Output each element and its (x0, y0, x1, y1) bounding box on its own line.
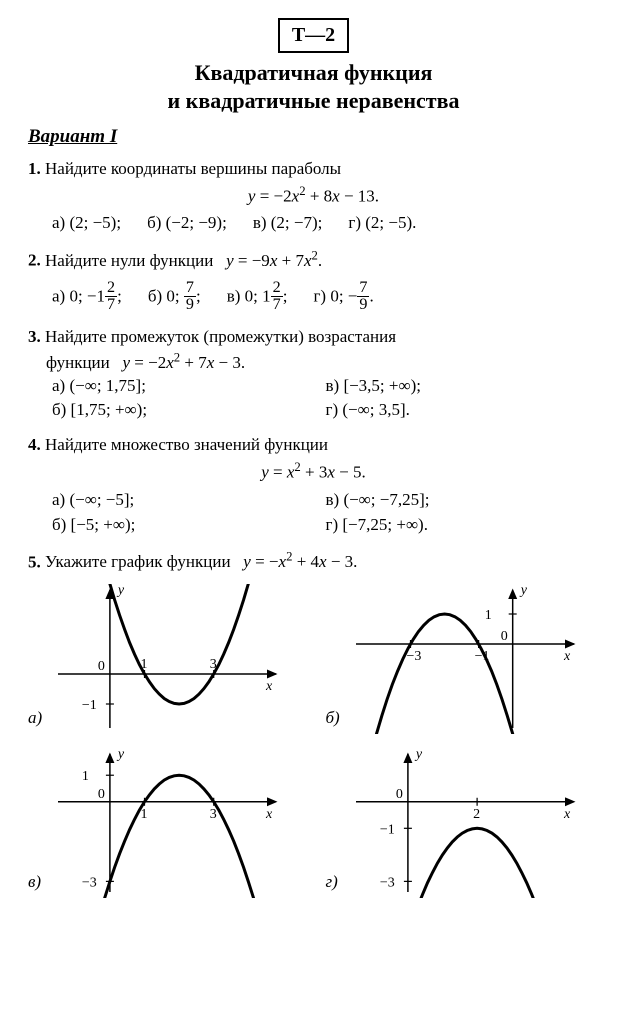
svg-text:−1: −1 (379, 823, 394, 838)
problem-number: 2. (28, 251, 41, 270)
choices: а) (−∞; −5]; в) (−∞; −7,25]; б) [−5; +∞)… (52, 489, 599, 537)
svg-text:2: 2 (473, 807, 480, 822)
graph-label-g: г) (326, 871, 344, 898)
graph-label-a: а) (28, 707, 46, 734)
test-label-box: Т—2 (28, 18, 599, 53)
svg-text:−3: −3 (406, 649, 421, 664)
choice-a: а) (2; −5); (52, 212, 121, 235)
graph-v: xy0131−3 (52, 748, 282, 898)
equation: y = −2x2 + 8x − 13. (28, 183, 599, 209)
choice-a: а) 0; −127; (52, 281, 122, 314)
problem-number: 3. (28, 327, 41, 346)
problem-text-line1: Найдите промежуток (промежутки) возраста… (45, 327, 396, 346)
problem-text: Укажите график функции y = −x2 + 4x − 3. (45, 552, 357, 571)
svg-text:y: y (413, 748, 422, 762)
svg-text:x: x (563, 807, 571, 822)
problem-text-line2: функции y = −2x2 + 7x − 3. (46, 353, 245, 372)
svg-text:y: y (518, 584, 527, 598)
equation: y = x2 + 3x − 5. (28, 459, 599, 485)
graph-label-v: в) (28, 871, 46, 898)
svg-text:−3: −3 (82, 876, 97, 891)
choices: а) (2; −5); б) (−2; −9); в) (2; −7); г) … (52, 212, 599, 235)
problem-number: 1. (28, 159, 41, 178)
choices: а) (−∞; 1,75]; в) [−3,5; +∞); б) [1,75; … (52, 375, 599, 423)
choice-v: в) [−3,5; +∞); (326, 375, 600, 398)
choice-b: б) 0; 79; (148, 281, 201, 314)
svg-text:−3: −3 (379, 876, 394, 891)
problem-2: 2. Найдите нули функции y = −9x + 7x2. а… (28, 247, 599, 314)
choices: а) 0; −127; б) 0; 79; в) 0; 127; г) 0; −… (52, 281, 599, 314)
svg-text:0: 0 (395, 787, 402, 802)
choice-v: в) (−∞; −7,25]; (326, 489, 600, 512)
problem-3: 3. Найдите промежуток (промежутки) возра… (28, 326, 599, 422)
graph-g: x y 0 2 −1 −3 (350, 748, 580, 898)
choice-b: б) (−2; −9); (147, 212, 227, 235)
problem-text: Найдите нули функции y = −9x + 7x2. (45, 251, 322, 270)
svg-text:x: x (265, 679, 273, 694)
choice-g: г) (−∞; 3,5]. (326, 399, 600, 422)
graph-a-cell: а) xy013−1 (28, 584, 302, 734)
graph-a: xy013−1 (52, 584, 282, 734)
graph-v-cell: в) xy0131−3 (28, 748, 302, 898)
svg-text:−1: −1 (82, 698, 97, 713)
problem-text: Найдите множество значений функции (45, 435, 328, 454)
choice-a: а) (−∞; −5]; (52, 489, 326, 512)
svg-text:1: 1 (82, 770, 89, 785)
problem-text: Найдите координаты вершины параболы (45, 159, 341, 178)
title-line-2: и квадратичные неравенства (168, 88, 460, 113)
svg-text:y: y (116, 748, 125, 762)
variant-heading: Вариант I (28, 124, 599, 150)
graphs-grid: а) xy013−1 б) xy0−3−11 в) xy0131−3 г) xy… (28, 584, 599, 898)
test-label: Т—2 (278, 18, 349, 53)
svg-text:x: x (265, 807, 273, 822)
choice-a: а) (−∞; 1,75]; (52, 375, 326, 398)
choice-g: г) [−7,25; +∞). (326, 514, 600, 537)
choice-b: б) [−5; +∞); (52, 514, 326, 537)
svg-text:0: 0 (98, 787, 105, 802)
problem-number: 5. (28, 552, 41, 571)
graph-b: xy0−3−11 (350, 584, 580, 734)
svg-text:0: 0 (98, 659, 105, 674)
svg-text:1: 1 (484, 608, 491, 623)
choice-v: в) (2; −7); (253, 212, 323, 235)
graph-b-cell: б) xy0−3−11 (326, 584, 600, 734)
problem-5: 5. Укажите график функции y = −x2 + 4x −… (28, 549, 599, 899)
graph-label-b: б) (326, 707, 344, 734)
graph-g-cell: г) x y 0 2 −1 −3 (326, 748, 600, 898)
title-line-1: Квадратичная функция (195, 60, 433, 85)
choice-b: б) [1,75; +∞); (52, 399, 326, 422)
svg-text:3: 3 (210, 807, 217, 822)
problem-number: 4. (28, 435, 41, 454)
choice-v: в) 0; 127; (227, 281, 288, 314)
svg-text:0: 0 (500, 629, 507, 644)
svg-text:x: x (563, 649, 571, 664)
page-title: Квадратичная функция и квадратичные нера… (28, 59, 599, 114)
choice-g: г) (2; −5). (348, 212, 416, 235)
choice-g: г) 0; −79. (313, 281, 373, 314)
problem-4: 4. Найдите множество значений функции y … (28, 434, 599, 536)
svg-text:y: y (116, 584, 125, 598)
problem-1: 1. Найдите координаты вершины параболы y… (28, 158, 599, 235)
